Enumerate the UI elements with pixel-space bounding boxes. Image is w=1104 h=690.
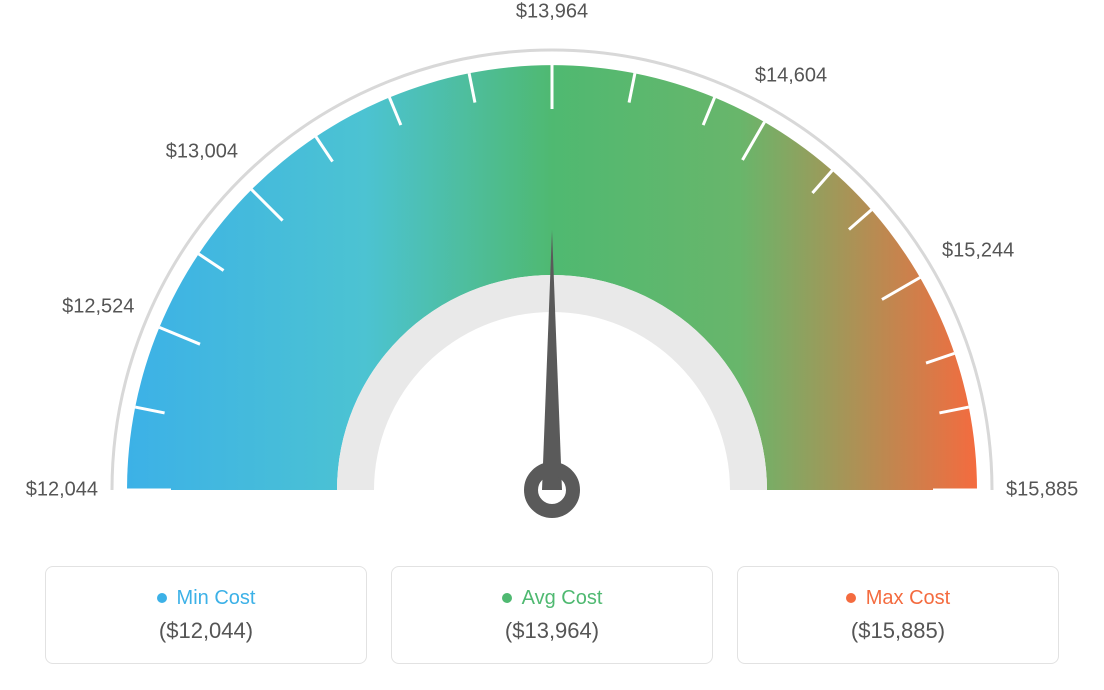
avg-cost-label: Avg Cost <box>522 587 603 610</box>
avg-cost-card: Avg Cost ($13,964) <box>391 566 713 664</box>
max-cost-value: ($15,885) <box>851 618 945 644</box>
scale-label: $15,244 <box>942 239 1014 261</box>
scale-label: $14,604 <box>755 64 827 86</box>
scale-label: $15,885 <box>1006 478 1078 500</box>
gauge-svg: $12,044 $12,524 $13,004 $13,964 $14,604 $15,2… <box>0 0 1104 540</box>
min-dot-icon <box>157 593 167 603</box>
min-cost-card: Min Cost ($12,044) <box>45 566 367 664</box>
avg-cost-value: ($13,964) <box>505 618 599 644</box>
max-cost-label: Max Cost <box>866 587 950 610</box>
scale-label: $13,964 <box>516 0 588 22</box>
scale-label: $12,044 <box>26 478 98 500</box>
min-cost-label: Min Cost <box>177 587 256 610</box>
scale-label: $12,524 <box>62 295 134 317</box>
max-cost-card: Max Cost ($15,885) <box>737 566 1059 664</box>
max-dot-icon <box>846 593 856 603</box>
summary-cards: Min Cost ($12,044) Avg Cost ($13,964) Ma… <box>0 566 1104 664</box>
cost-gauge: $12,044 $12,524 $13,004 $13,964 $14,604 $15,2… <box>0 0 1104 540</box>
min-cost-value: ($12,044) <box>159 618 253 644</box>
avg-dot-icon <box>502 593 512 603</box>
scale-label: $13,004 <box>166 140 238 162</box>
